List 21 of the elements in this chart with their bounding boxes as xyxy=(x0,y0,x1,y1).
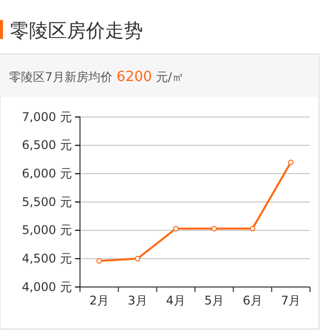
point xyxy=(96,258,102,264)
y-tick-label: 5,000 元 xyxy=(22,223,72,238)
x-tick-label: 5月 xyxy=(204,294,224,308)
point xyxy=(211,226,217,232)
y-tick-label: 6,000 元 xyxy=(22,166,72,181)
point xyxy=(134,256,140,262)
point xyxy=(250,226,256,232)
chart-title: 零陵区房价走势 xyxy=(10,20,143,42)
y-tick-label: 4,000 元 xyxy=(22,280,72,294)
point xyxy=(288,160,294,166)
y-tick-label: 6,500 元 xyxy=(22,138,72,152)
x-tick-label: 2月 xyxy=(89,294,109,308)
point xyxy=(173,226,179,232)
chart-subtitle: 零陵区7月新房均价 6200 元/㎡ xyxy=(9,69,184,85)
x-tick-label: 6月 xyxy=(242,294,262,308)
x-tick-label: 7月 xyxy=(281,294,301,308)
y-tick-label: 4,500 元 xyxy=(22,252,72,266)
y-tick-label: 7,000 元 xyxy=(22,110,72,124)
y-tick-label: 5,500 元 xyxy=(22,194,72,209)
x-tick-label: 3月 xyxy=(128,294,148,308)
x-tick-label: 4月 xyxy=(166,294,186,308)
